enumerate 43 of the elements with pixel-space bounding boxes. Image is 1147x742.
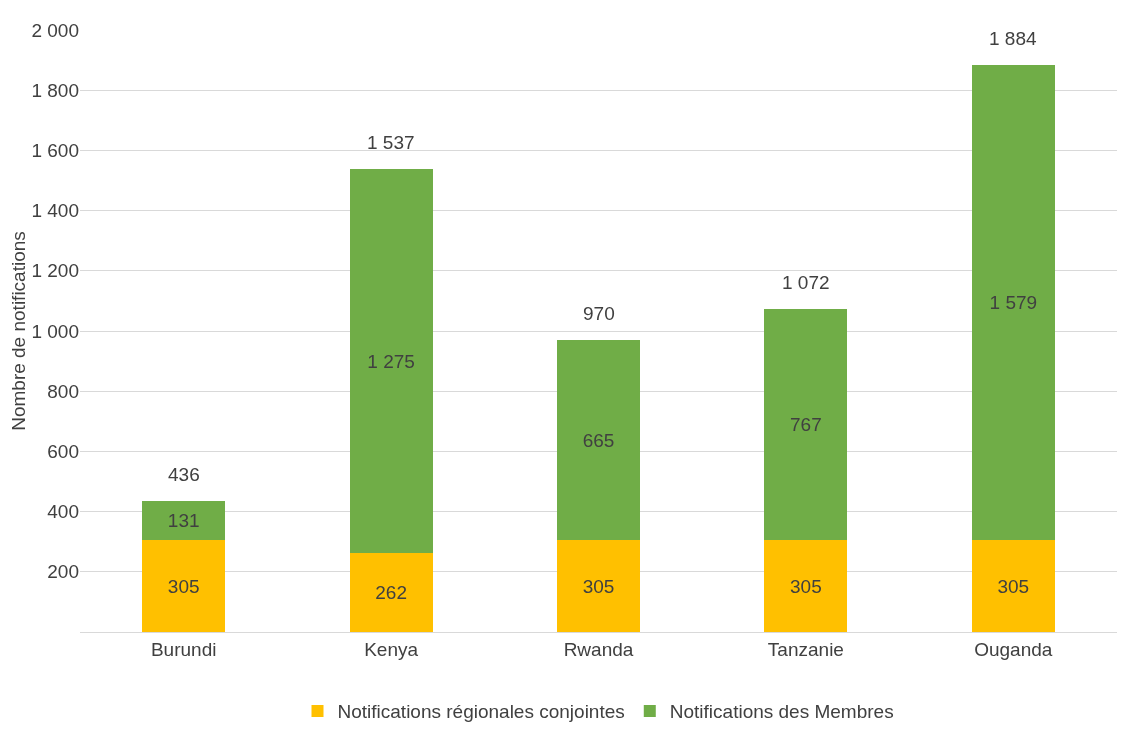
x-tick-label: Rwanda — [563, 638, 634, 660]
data-label: 305 — [790, 575, 822, 597]
y-tick-label: 800 — [47, 380, 79, 402]
y-tick-label: 200 — [47, 561, 79, 583]
bar — [349, 169, 433, 554]
data-label: 262 — [375, 582, 407, 604]
total-label: 1 537 — [367, 132, 415, 153]
y-tick-label: 600 — [47, 441, 79, 463]
data-label: 305 — [167, 575, 200, 597]
bar — [142, 540, 226, 632]
bar — [142, 500, 226, 541]
data-label: 1 275 — [367, 350, 415, 372]
bar — [764, 309, 848, 541]
bar — [971, 64, 1055, 541]
bar — [764, 540, 848, 632]
total-label: 970 — [583, 303, 615, 324]
y-tick-label: 1 000 — [31, 320, 79, 342]
y-tick-label: 400 — [47, 501, 79, 523]
y-tick-label: 1 800 — [31, 79, 79, 101]
total-label: 1 884 — [989, 28, 1037, 49]
y-tick-label: 1 200 — [31, 260, 79, 282]
data-label: 767 — [790, 414, 822, 436]
data-label: 131 — [167, 509, 200, 531]
y-tick-label: 2 000 — [31, 19, 79, 41]
bar — [557, 340, 640, 541]
legend-label: Notifications régionales conjointes — [337, 701, 625, 723]
x-tick-label: Ouganda — [974, 638, 1053, 660]
x-tick-label: Burundi — [150, 638, 217, 660]
x-tick-label: Tanzanie — [767, 638, 844, 660]
bar — [349, 553, 433, 632]
bar — [557, 540, 640, 632]
total-label: 436 — [168, 464, 200, 485]
y-tick-label: 1 400 — [31, 200, 79, 222]
data-label: 305 — [997, 575, 1030, 597]
total-label: 1 072 — [782, 272, 830, 293]
data-label: 1 579 — [989, 292, 1038, 314]
bar — [971, 540, 1055, 632]
x-tick-label: Kenya — [364, 638, 419, 660]
legend-label: Notifications des Membres — [669, 701, 894, 723]
y-tick-label: 1 600 — [31, 140, 79, 162]
data-label: 305 — [582, 575, 615, 597]
y-axis-title: Nombre de notifications — [8, 231, 30, 431]
data-label: 665 — [582, 429, 615, 451]
